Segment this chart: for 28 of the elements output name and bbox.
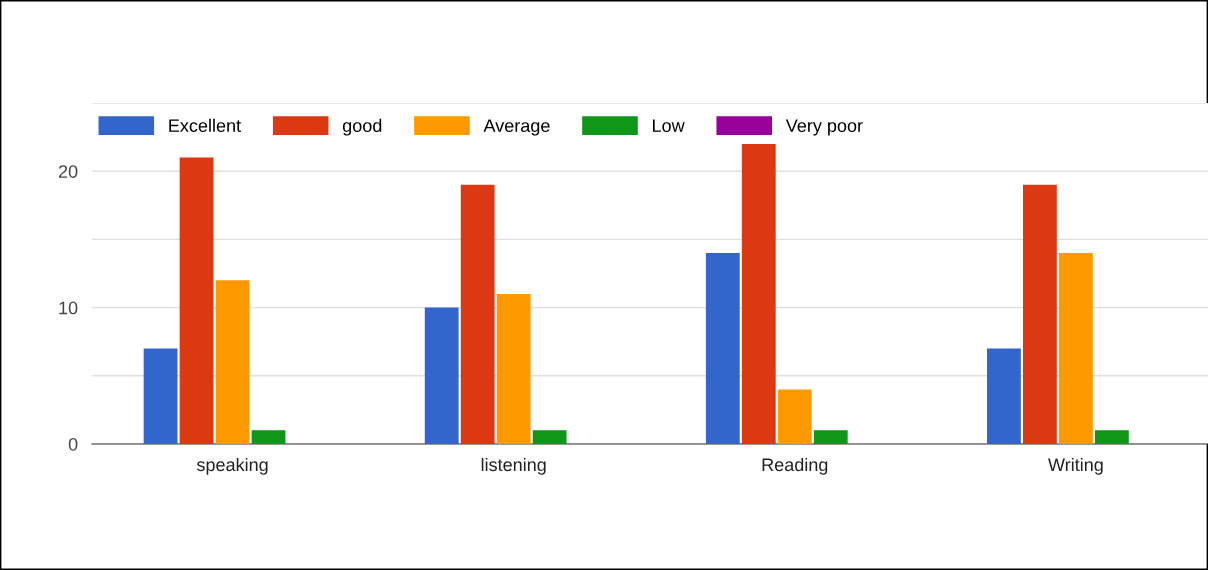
bar bbox=[143, 348, 178, 444]
legend-label: Very poor bbox=[785, 119, 863, 136]
y-tick-label: 20 bbox=[58, 165, 78, 178]
x-tick-label: Reading bbox=[762, 457, 828, 475]
bar bbox=[532, 430, 567, 444]
bar bbox=[215, 280, 250, 444]
bar bbox=[987, 348, 1021, 444]
bar bbox=[460, 184, 495, 444]
bar bbox=[1058, 253, 1093, 444]
y-tick-label: 0 bbox=[68, 437, 78, 451]
bar bbox=[1094, 430, 1129, 444]
x-tick-label: speaking bbox=[196, 457, 268, 475]
bar bbox=[179, 157, 214, 444]
bar bbox=[741, 143, 776, 444]
bar bbox=[1022, 184, 1057, 444]
bar bbox=[424, 307, 459, 444]
bar bbox=[705, 253, 740, 444]
legend-label: Excellent bbox=[169, 118, 241, 133]
bar bbox=[251, 430, 286, 444]
bar bbox=[813, 430, 848, 444]
y-tick-label: 10 bbox=[59, 301, 78, 315]
bar bbox=[496, 293, 531, 444]
legend-label: Low bbox=[653, 119, 685, 133]
x-tick-label: Writing bbox=[1048, 457, 1103, 475]
legend-label: Average bbox=[483, 119, 550, 136]
legend-label: good bbox=[342, 118, 382, 136]
bar bbox=[777, 389, 812, 444]
x-tick-label: listening bbox=[481, 457, 546, 475]
